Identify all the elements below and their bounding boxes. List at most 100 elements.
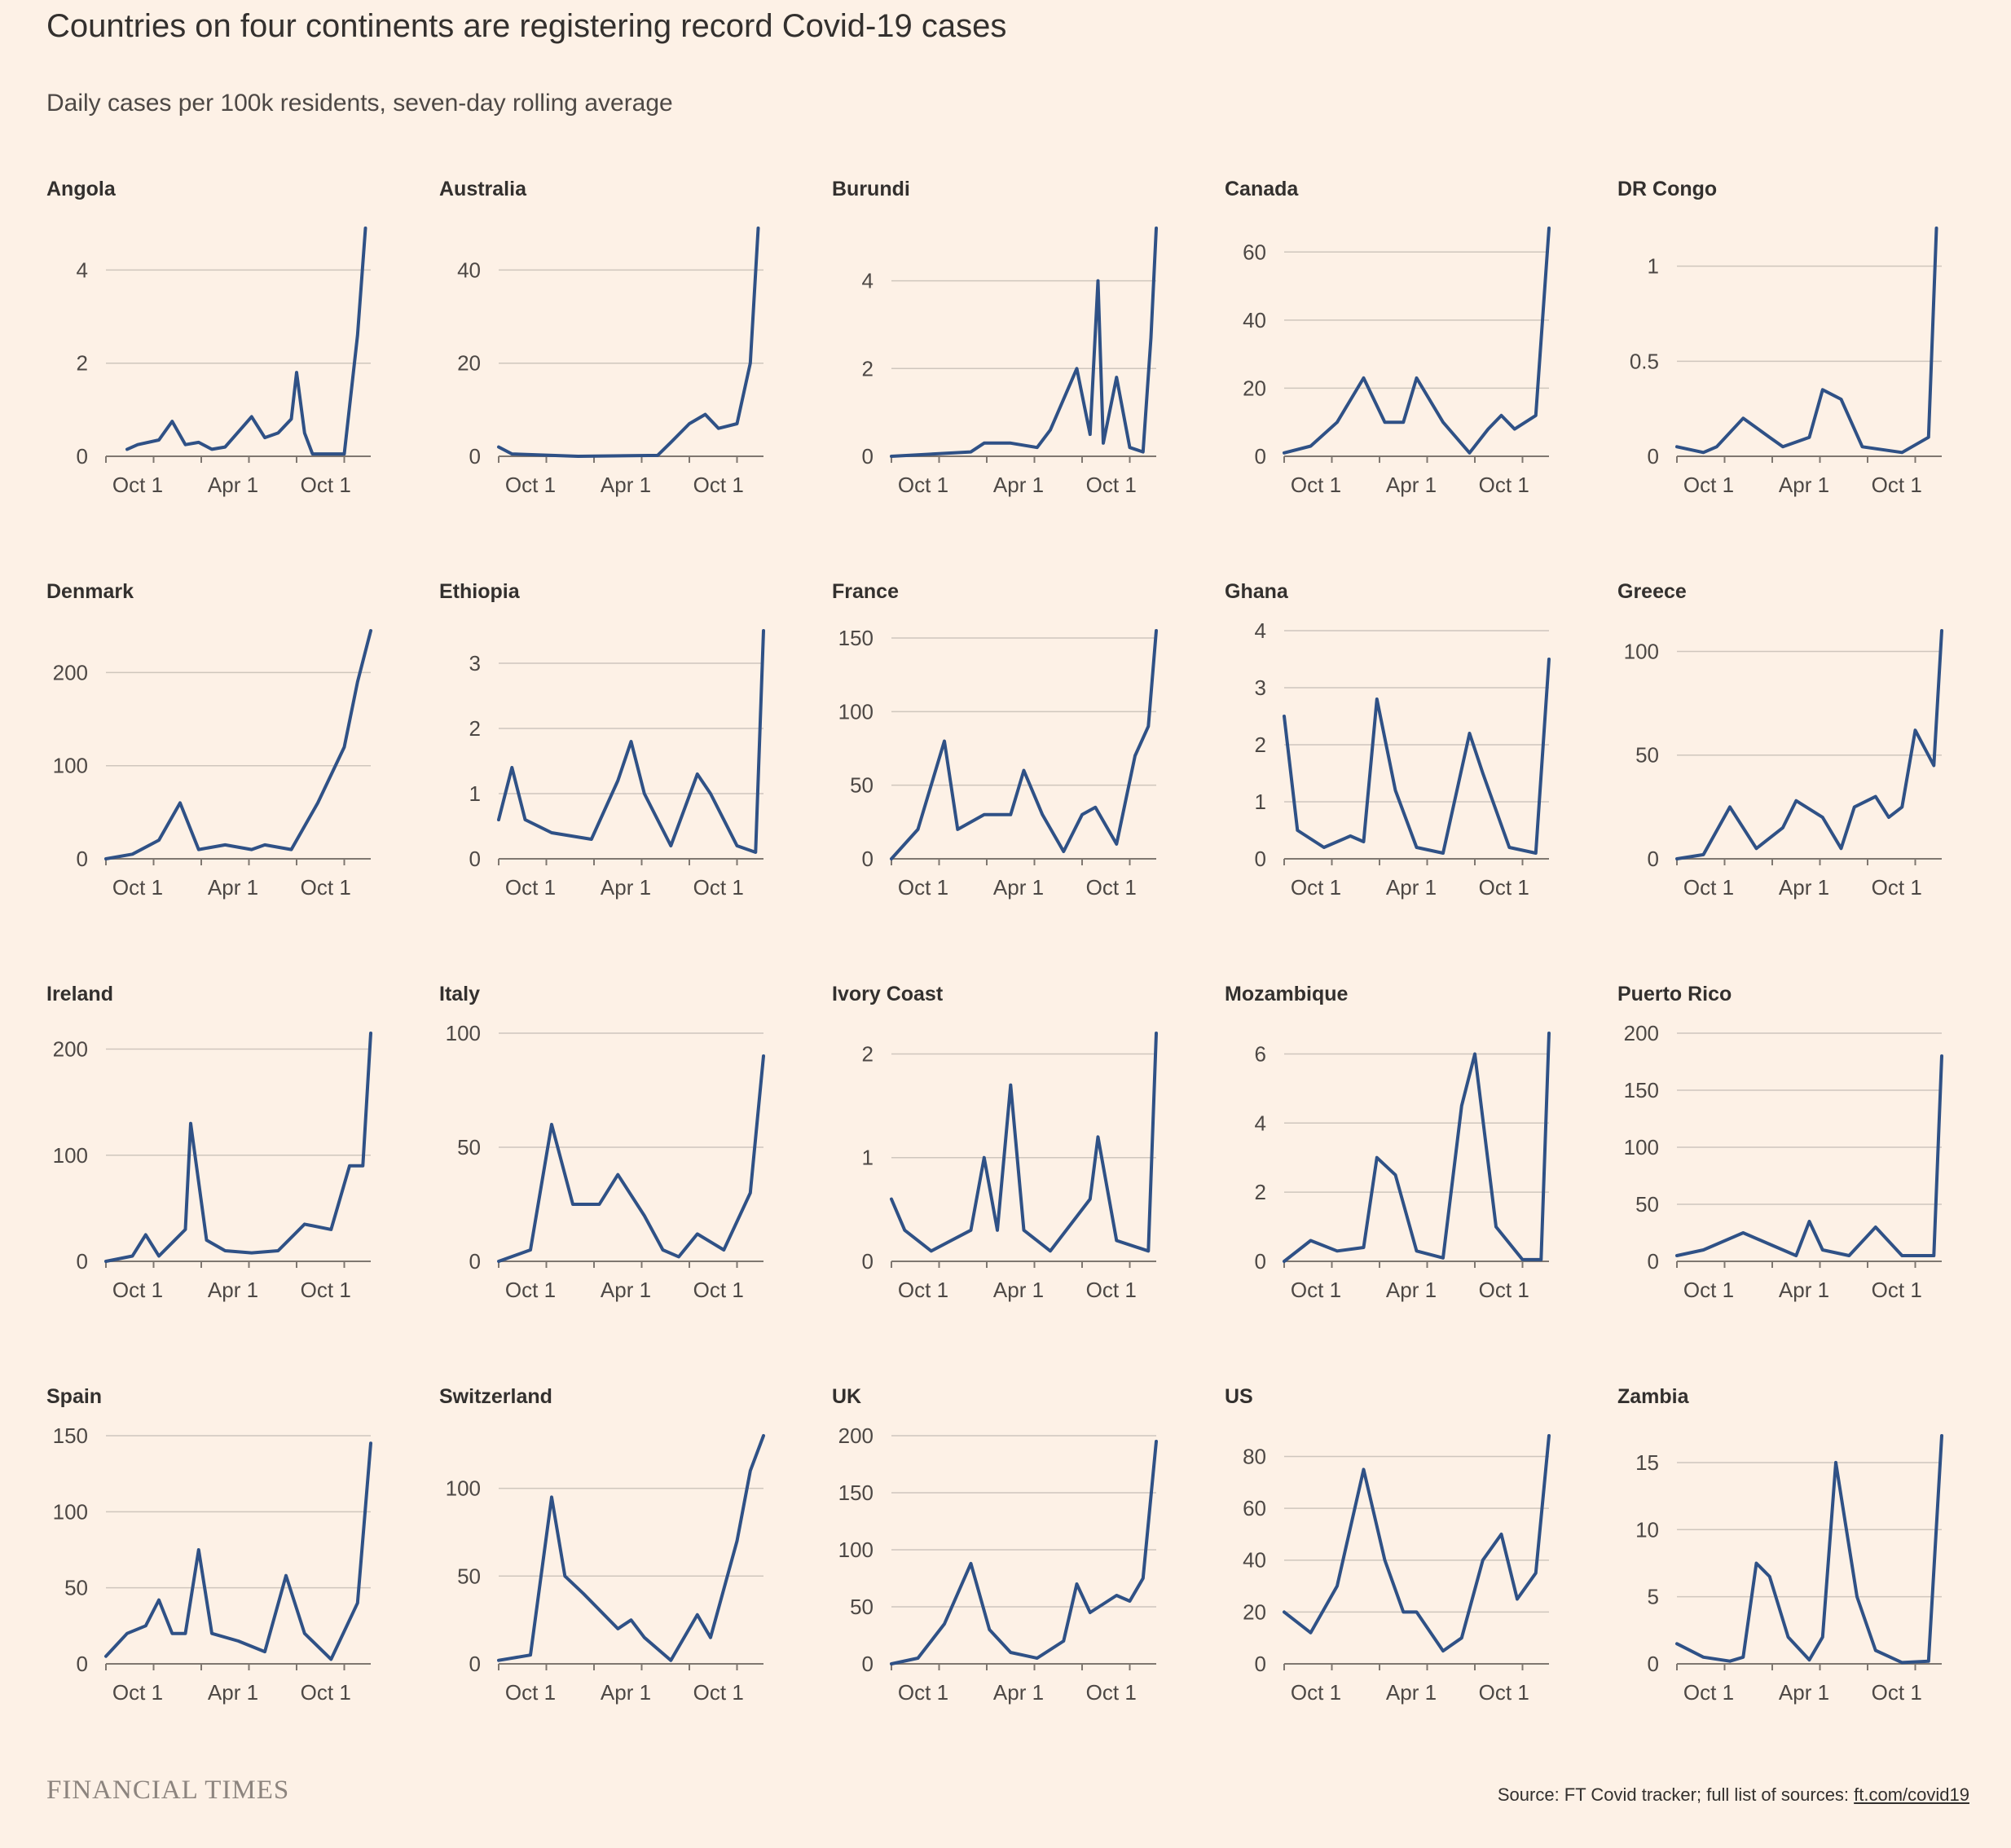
y-tick-label: 100 (53, 754, 88, 778)
y-tick-label: 1 (469, 781, 481, 806)
x-tick-label: Oct 1 (1479, 1278, 1529, 1302)
y-tick-label: 60 (1243, 1496, 1266, 1520)
panel-title-ivory-coast: Ivory Coast (832, 983, 944, 1005)
panel-title-angola: Angola (46, 178, 117, 200)
x-tick-label: Apr 1 (208, 473, 258, 497)
x-tick-label: Oct 1 (898, 473, 948, 497)
y-tick-label: 50 (457, 1135, 481, 1159)
y-tick-label: 0 (77, 444, 88, 469)
x-tick-label: Oct 1 (1872, 1278, 1922, 1302)
series-line-greece (1675, 629, 1943, 860)
x-tick-label: Apr 1 (993, 1278, 1044, 1302)
series-line-us (1283, 1434, 1551, 1653)
panel-title-spain: Spain (46, 1385, 102, 1408)
series-line-burundi (890, 227, 1158, 458)
x-tick-label: Apr 1 (1386, 473, 1437, 497)
y-tick-label: 2 (1255, 1180, 1266, 1204)
y-tick-label: 50 (64, 1576, 88, 1600)
series-line-switzerland (497, 1434, 765, 1662)
series-line-denmark (104, 629, 372, 860)
series-line-france (890, 629, 1158, 860)
x-tick-label: Oct 1 (505, 875, 556, 900)
panel-title-uk: UK (832, 1385, 861, 1408)
y-tick-label: 2 (862, 356, 873, 381)
panel-title-canada: Canada (1225, 178, 1299, 200)
panel-title-dr-congo: DR Congo (1617, 178, 1717, 200)
panel-title-italy: Italy (439, 983, 480, 1005)
y-tick-label: 200 (53, 660, 88, 684)
y-tick-label: 20 (1243, 1599, 1266, 1624)
series-line-mozambique (1283, 1032, 1551, 1263)
series-line-italy (497, 1054, 765, 1263)
y-tick-label: 0.5 (1630, 349, 1659, 373)
y-tick-label: 0 (77, 847, 88, 871)
y-tick-label: 200 (53, 1037, 88, 1062)
y-tick-label: 0 (862, 847, 873, 871)
source-note: Source: FT Covid tracker; full list of s… (1498, 1784, 1969, 1806)
x-tick-label: Oct 1 (1479, 875, 1529, 900)
y-tick-label: 100 (53, 1499, 88, 1524)
x-tick-label: Oct 1 (693, 473, 744, 497)
series-line-dr-congo (1675, 227, 1938, 455)
x-tick-label: Oct 1 (1683, 473, 1734, 497)
y-tick-label: 0 (469, 444, 481, 469)
y-tick-label: 150 (1624, 1078, 1659, 1102)
x-tick-label: Apr 1 (208, 1680, 258, 1705)
y-tick-label: 20 (457, 351, 481, 376)
x-tick-label: Oct 1 (112, 875, 163, 900)
x-tick-label: Apr 1 (993, 875, 1044, 900)
y-tick-label: 40 (1243, 1548, 1266, 1573)
x-tick-label: Oct 1 (505, 1680, 556, 1705)
x-tick-label: Oct 1 (301, 1278, 351, 1302)
y-tick-label: 0 (469, 1652, 481, 1676)
y-tick-label: 200 (838, 1423, 873, 1448)
series-line-ireland (104, 1032, 372, 1263)
y-tick-label: 3 (469, 651, 481, 675)
panel-title-ghana: Ghana (1225, 580, 1289, 603)
y-tick-label: 0 (1648, 1652, 1659, 1676)
page-title: Countries on four continents are registe… (46, 8, 1007, 44)
x-tick-label: Oct 1 (898, 1278, 948, 1302)
y-tick-label: 10 (1635, 1517, 1659, 1542)
series-line-puerto-rico (1675, 1054, 1943, 1257)
y-tick-label: 0 (469, 847, 481, 871)
x-tick-label: Oct 1 (1086, 473, 1137, 497)
x-tick-label: Apr 1 (208, 875, 258, 900)
y-tick-label: 50 (1635, 743, 1659, 768)
x-tick-label: Oct 1 (1683, 1278, 1734, 1302)
x-tick-label: Apr 1 (993, 1680, 1044, 1705)
source-link[interactable]: ft.com/covid19 (1854, 1784, 1969, 1805)
x-tick-label: Oct 1 (1683, 875, 1734, 900)
series-line-ethiopia (497, 629, 765, 854)
y-tick-label: 0 (77, 1249, 88, 1274)
source-text: Source: FT Covid tracker; full list of s… (1497, 1784, 1855, 1805)
y-tick-label: 0 (1648, 1249, 1659, 1274)
y-tick-label: 80 (1243, 1444, 1266, 1468)
series-line-spain (104, 1441, 372, 1661)
y-tick-label: 0 (862, 444, 873, 469)
y-tick-label: 100 (838, 1538, 873, 1562)
y-tick-label: 0 (1255, 1249, 1266, 1274)
y-tick-label: 60 (1243, 240, 1266, 264)
x-tick-label: Oct 1 (112, 473, 163, 497)
x-tick-label: Oct 1 (1291, 1278, 1341, 1302)
x-tick-label: Oct 1 (505, 1278, 556, 1302)
y-tick-label: 20 (1243, 376, 1266, 400)
y-tick-label: 0 (862, 1249, 873, 1274)
x-tick-label: Oct 1 (1872, 1680, 1922, 1705)
x-tick-label: Apr 1 (1779, 1278, 1829, 1302)
y-tick-label: 1 (1255, 790, 1266, 814)
y-tick-label: 100 (1624, 1135, 1659, 1159)
x-tick-label: Oct 1 (1479, 1680, 1529, 1705)
series-line-uk (890, 1440, 1158, 1665)
x-tick-label: Oct 1 (1291, 473, 1341, 497)
x-tick-label: Apr 1 (601, 1278, 651, 1302)
y-tick-label: 50 (850, 773, 873, 798)
x-tick-label: Oct 1 (693, 1278, 744, 1302)
series-line-zambia (1675, 1434, 1943, 1665)
y-tick-label: 2 (469, 716, 481, 741)
x-tick-label: Oct 1 (112, 1278, 163, 1302)
x-tick-label: Apr 1 (1386, 1680, 1437, 1705)
x-tick-label: Apr 1 (1779, 473, 1829, 497)
